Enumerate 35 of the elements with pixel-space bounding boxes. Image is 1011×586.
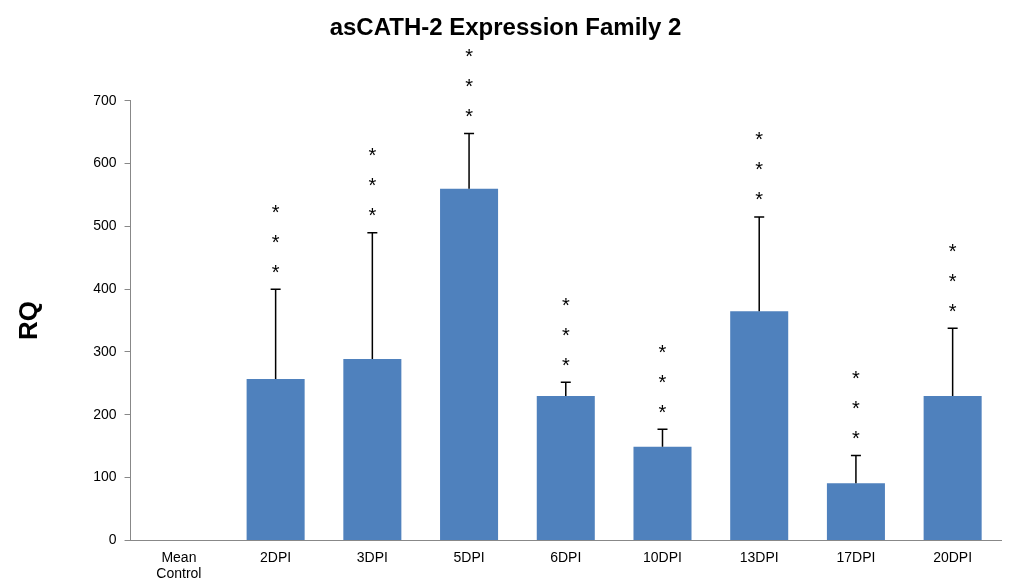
- y-tick-label: 200: [93, 405, 117, 422]
- x-tick-label: 5DPI: [453, 548, 485, 565]
- x-tick-label: 10DPI: [643, 548, 682, 565]
- y-tick-label: 700: [93, 91, 117, 108]
- bar: [826, 483, 885, 540]
- x-tick-label: 3DPI: [356, 548, 388, 565]
- x-tick-label: 2DPI: [260, 548, 292, 565]
- y-tick-label: 600: [93, 154, 117, 171]
- bar: [536, 395, 595, 540]
- annotation: ***: [948, 239, 957, 322]
- annotation: ***: [755, 128, 764, 211]
- x-tick-label: 20DPI: [933, 548, 973, 565]
- annotation: ***: [658, 340, 667, 423]
- y-tick-label: 500: [93, 217, 117, 234]
- bar: [440, 188, 499, 540]
- bar: [633, 446, 692, 540]
- annotation: ***: [465, 44, 474, 127]
- y-axis-title: RQ: [12, 301, 43, 341]
- x-tick-label: Mean Control: [156, 548, 202, 582]
- y-tick-label: 0: [108, 531, 117, 548]
- bar: [343, 358, 402, 540]
- annotation: ***: [368, 144, 377, 227]
- y-tick-label: 100: [93, 468, 117, 485]
- bar: [246, 379, 305, 540]
- x-tick-label: 13DPI: [739, 548, 779, 565]
- x-tick-label: 6DPI: [550, 548, 582, 565]
- x-tick-label: 17DPI: [836, 548, 876, 565]
- chart-title: asCATH-2 Expression Family 2: [329, 13, 682, 41]
- y-tick-label: 300: [93, 342, 117, 359]
- bar: [923, 395, 982, 540]
- annotation: ***: [561, 293, 570, 376]
- bar: [730, 311, 789, 540]
- annotation: ***: [852, 367, 861, 450]
- y-tick-label: 400: [93, 280, 117, 297]
- annotation: ***: [271, 200, 280, 283]
